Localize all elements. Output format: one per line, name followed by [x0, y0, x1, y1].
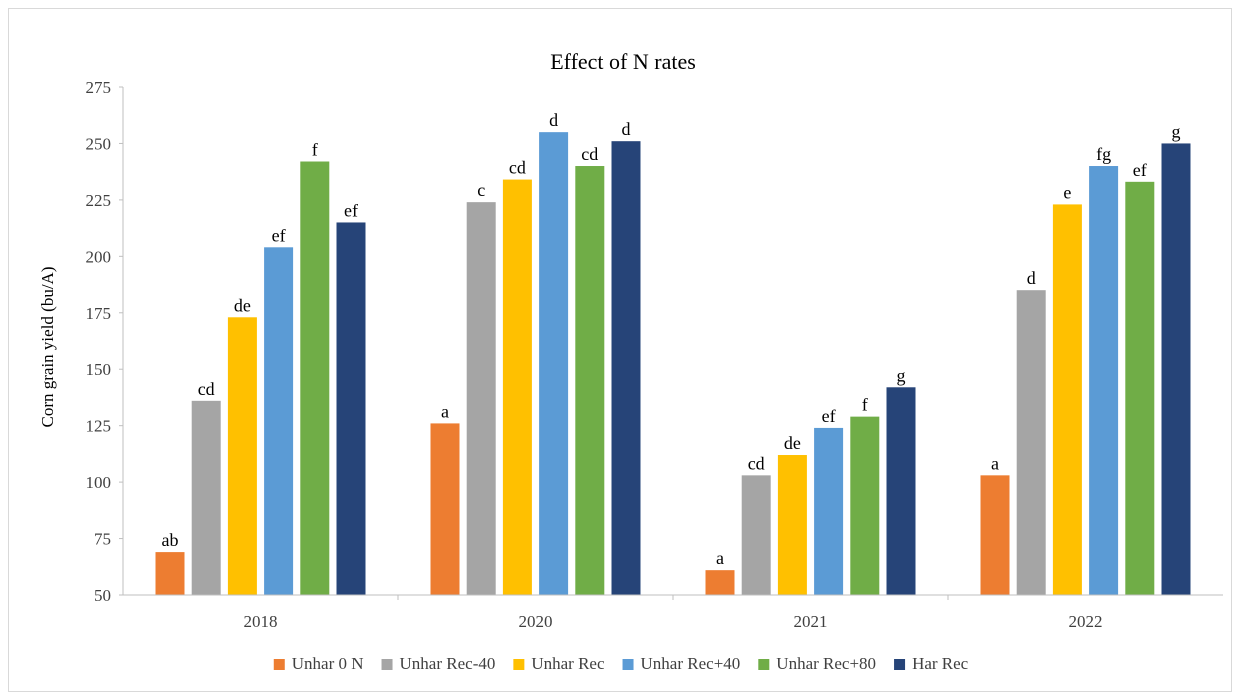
legend-label: Unhar Rec-40: [400, 654, 496, 673]
y-tick-label: 50: [94, 586, 111, 605]
legend-swatch: [381, 659, 393, 670]
legend-swatch: [273, 659, 285, 670]
y-tick-label: 200: [86, 247, 112, 266]
y-tick-label: 225: [86, 191, 112, 210]
bar-data-label: a: [991, 453, 999, 473]
x-tick-label: 2020: [519, 612, 553, 631]
legend-label: Unhar Rec+40: [641, 654, 741, 673]
legend-label: Unhar Rec: [531, 654, 605, 673]
bar-data-label: de: [784, 433, 801, 453]
bar: [502, 179, 532, 595]
x-tick-label: 2021: [794, 612, 828, 631]
bar: [705, 570, 735, 595]
y-tick-label: 150: [86, 360, 112, 379]
bar: [741, 475, 771, 595]
bar: [466, 202, 496, 595]
bar: [1161, 143, 1191, 595]
y-tick-label: 125: [86, 417, 112, 436]
y-tick-label: 275: [86, 78, 112, 97]
legend-label: Har Rec: [912, 654, 969, 673]
bar-data-label: d: [622, 119, 631, 139]
bar: [539, 132, 569, 595]
x-tick-label: 2018: [244, 612, 278, 631]
y-tick-label: 100: [86, 473, 112, 492]
bar-data-label: a: [441, 401, 449, 421]
y-axis-ticks: 50 75 100 125 150 175 200 225 250 275: [86, 78, 123, 605]
bar: [575, 166, 605, 595]
bar: [300, 161, 330, 596]
legend-swatch: [894, 659, 906, 670]
bar: [1089, 166, 1119, 595]
chart-frame: Effect of N rates Corn grain yield (bu/A…: [8, 8, 1232, 692]
bar-data-label: ef: [1133, 160, 1147, 180]
legend-label: Unhar Rec+80: [776, 654, 876, 673]
bar: [430, 423, 460, 595]
bar-data-label: cd: [748, 453, 765, 473]
bar: [155, 552, 185, 595]
x-tick-label: 2022: [1069, 612, 1103, 631]
bar-data-label: f: [862, 395, 868, 415]
bar: [227, 317, 257, 595]
bar-data-label: d: [549, 110, 558, 130]
y-tick-label: 250: [86, 134, 112, 153]
legend: Unhar 0 N Unhar Rec-40 Unhar Rec Unhar Rec+…: [273, 654, 969, 673]
bar: [850, 416, 880, 595]
bar-data-label: cd: [198, 379, 215, 399]
bar: [1052, 204, 1082, 595]
bar-chart: Effect of N rates Corn grain yield (bu/A…: [38, 49, 1223, 673]
bar-data-label: g: [1172, 121, 1181, 141]
bar-data-label: cd: [581, 144, 598, 164]
bar: [886, 387, 916, 595]
legend-swatch: [513, 659, 525, 670]
bar-data-label: a: [716, 548, 724, 568]
y-tick-label: 75: [94, 530, 111, 549]
bar: [777, 455, 807, 595]
bar-data-label: ef: [822, 406, 836, 426]
bar: [264, 247, 294, 595]
bar-data-label: ef: [272, 225, 286, 245]
bar-data-label: fg: [1096, 144, 1111, 164]
bar-data-label: d: [1027, 268, 1036, 288]
chart-title: Effect of N rates: [550, 49, 696, 74]
x-axis-labels: 2018 2020 2021 2022: [244, 595, 1103, 631]
bar-data-label: cd: [509, 158, 526, 178]
bar: [336, 222, 366, 595]
legend-swatch: [758, 659, 770, 670]
bar: [980, 475, 1010, 595]
bar-data-label: ab: [162, 530, 179, 550]
bar: [1016, 290, 1046, 595]
y-tick-label: 175: [86, 304, 112, 323]
bar-data-label: ef: [344, 200, 358, 220]
bar: [814, 427, 844, 595]
bar-data-label: e: [1063, 182, 1071, 202]
bar-data-label: de: [234, 295, 251, 315]
bar-data-label: g: [897, 365, 906, 385]
bar-data-label: f: [312, 140, 318, 160]
y-axis-title: Corn grain yield (bu/A): [38, 267, 57, 428]
bar-data-label: c: [477, 180, 485, 200]
bars-group: [155, 132, 1191, 596]
legend-swatch: [622, 659, 634, 670]
bar: [611, 141, 641, 596]
bar: [191, 400, 221, 595]
bar: [1125, 181, 1155, 595]
legend-label: Unhar 0 N: [292, 654, 364, 673]
